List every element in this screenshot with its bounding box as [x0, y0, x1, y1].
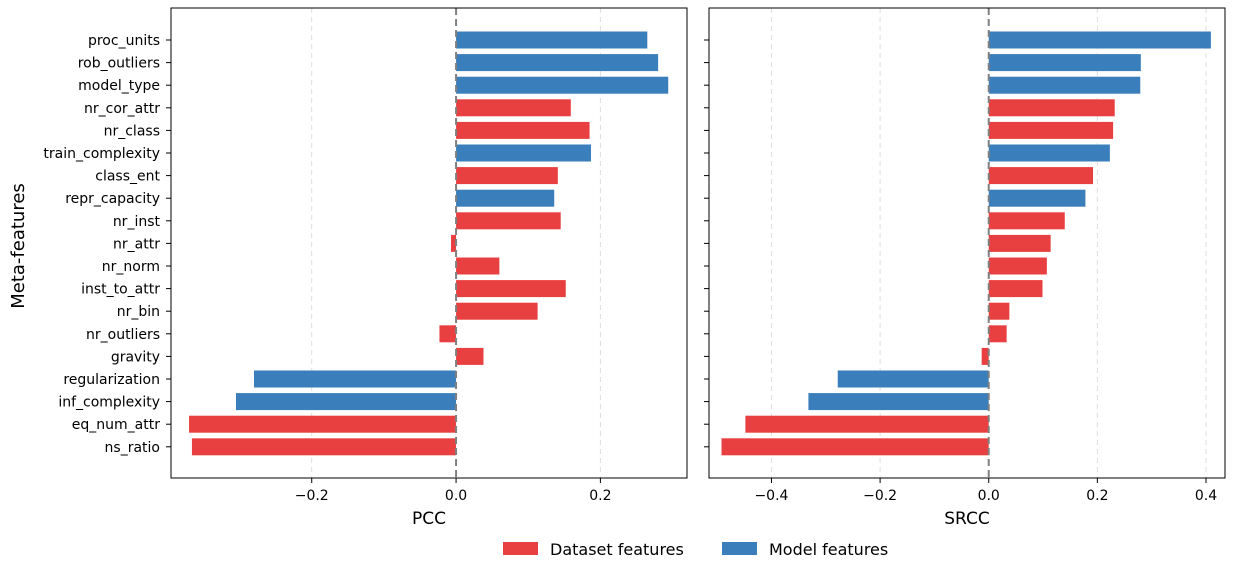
bar-repr-capacity: [988, 189, 1086, 207]
bar-regularization: [253, 370, 457, 388]
x-tick-label: 0.2: [1086, 488, 1108, 504]
x-axis-title: PCC: [412, 509, 446, 529]
bar-gravity: [456, 347, 484, 365]
bar-repr-capacity: [456, 189, 555, 207]
bar-proc-units: [988, 31, 1211, 49]
bar-train-complexity: [988, 144, 1110, 162]
y-tick-label-rob-outliers: rob_outliers: [78, 56, 160, 72]
bar-nr-inst: [988, 212, 1065, 230]
y-tick-label-model-type: model_type: [78, 78, 160, 94]
x-tick-label: 0.4: [1195, 488, 1217, 504]
bar-nr-inst: [456, 212, 561, 230]
y-tick-label-eq-num-attr: eq_num_attr: [72, 417, 160, 433]
y-tick-label-regularization: regularization: [63, 372, 160, 388]
bar-inst-to-attr: [456, 280, 566, 298]
bar-proc-units: [456, 31, 648, 49]
bar-nr-norm: [456, 257, 500, 275]
y-tick-label-train-complexity: train_complexity: [43, 146, 160, 162]
x-tick-label: 0.0: [978, 488, 1000, 504]
bar-rob-outliers: [456, 54, 659, 72]
bar-model-type: [988, 76, 1141, 94]
bar-train-complexity: [456, 144, 592, 162]
bar-nr-class: [456, 121, 590, 139]
bar-rob-outliers: [988, 54, 1141, 72]
bar-class-ent: [456, 167, 558, 185]
legend: Dataset features Model features: [503, 540, 888, 559]
bar-nr-class: [988, 121, 1114, 139]
y-axis-title: Meta-features: [8, 183, 29, 309]
y-tick-label-nr-inst: nr_inst: [113, 214, 161, 230]
bar-inf-complexity: [808, 393, 989, 411]
legend-label-dataset: Dataset features: [550, 540, 684, 559]
legend-label-model: Model features: [769, 540, 888, 559]
y-tick-label-nr-bin: nr_bin: [117, 304, 160, 320]
y-tick-label-nr-outliers: nr_outliers: [86, 327, 160, 343]
x-tick-label: 0.2: [589, 488, 611, 504]
bar-inst-to-attr: [988, 280, 1043, 298]
bar-ns-ratio: [191, 438, 457, 456]
x-tick-label: −0.2: [295, 488, 329, 504]
x-axis-title: SRCC: [944, 509, 990, 529]
y-tick-label-inst-to-attr: inst_to_attr: [81, 282, 160, 298]
y-tick-label-class-ent: class_ent: [95, 169, 160, 185]
y-tick-label-repr-capacity: repr_capacity: [65, 191, 160, 207]
y-tick-label-nr-class: nr_class: [104, 123, 160, 139]
legend-swatch-model: [722, 542, 757, 555]
y-tick-label-nr-cor-attr: nr_cor_attr: [84, 101, 160, 117]
bar-nr-attr: [988, 234, 1051, 252]
bar-nr-norm: [988, 257, 1047, 275]
y-tick-label-ns-ratio: ns_ratio: [105, 440, 160, 456]
bar-model-type: [456, 76, 669, 94]
x-tick-label: −0.4: [754, 488, 788, 504]
pcc-panel: −0.2 0.0 0.2 PCC proc_units rob_outliersmodel…: [43, 7, 688, 529]
bar-ns-ratio: [721, 438, 989, 456]
x-tick-label: −0.2: [863, 488, 897, 504]
bar-nr-bin: [988, 302, 1010, 320]
y-tick-label-proc-units: proc_units: [88, 33, 160, 49]
bar-regularization: [837, 370, 989, 388]
bar-eq-num-attr: [745, 415, 989, 433]
bar-inf-complexity: [235, 393, 457, 411]
y-tick-label-gravity: gravity: [111, 349, 160, 365]
legend-swatch-dataset: [503, 542, 538, 555]
bar-nr-outliers: [439, 325, 457, 343]
y-tick-label-nr-attr: nr_attr: [113, 236, 160, 252]
bar-nr-cor-attr: [456, 99, 571, 117]
bar-nr-attr: [451, 234, 457, 252]
bar-nr-bin: [456, 302, 538, 320]
srcc-panel: −0.4 −0.2 0.0 0.2 0.4 SRCC: [704, 7, 1226, 529]
bar-nr-cor-attr: [988, 99, 1115, 117]
bar-nr-outliers: [988, 325, 1007, 343]
bar-eq-num-attr: [189, 415, 457, 433]
y-tick-label-nr-norm: nr_norm: [102, 259, 160, 275]
x-tick-label: 0.0: [445, 488, 467, 504]
y-tick-label-inf-complexity: inf_complexity: [58, 395, 160, 411]
bar-class-ent: [988, 167, 1094, 185]
bar-gravity: [981, 347, 989, 365]
